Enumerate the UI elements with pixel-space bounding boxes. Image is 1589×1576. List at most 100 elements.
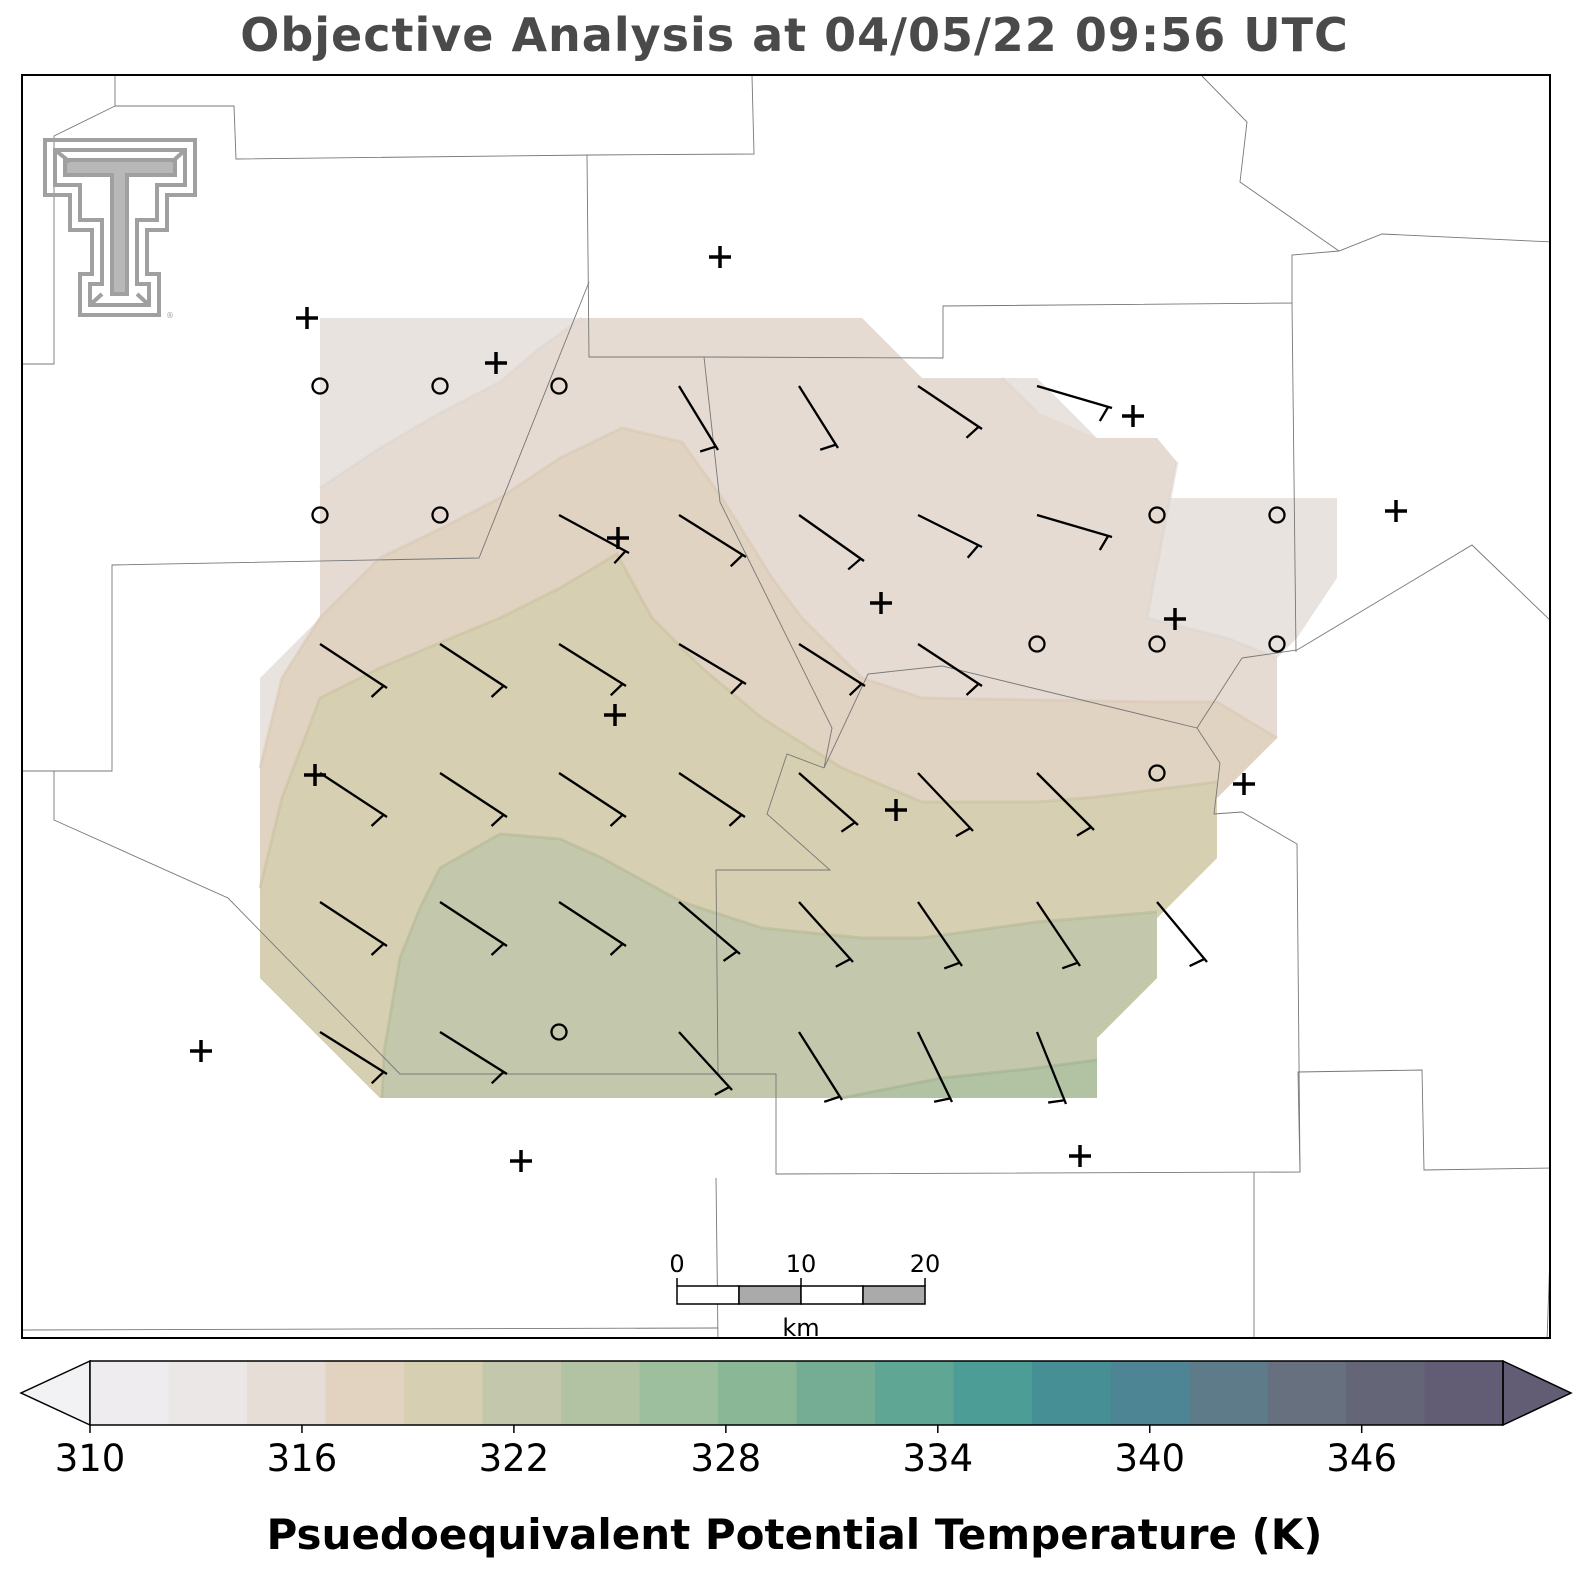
wind-barb bbox=[798, 1031, 843, 1103]
wind-barb bbox=[558, 772, 627, 827]
colorbar-cell bbox=[247, 1361, 326, 1425]
colorbar-cell bbox=[953, 1361, 1033, 1425]
colorbar-cell bbox=[90, 1361, 169, 1425]
missing-data-station bbox=[870, 592, 892, 614]
scale-label-20: 20 bbox=[910, 1250, 941, 1278]
wind-barb bbox=[678, 772, 746, 827]
wind-barb bbox=[439, 1031, 508, 1085]
missing-data-station bbox=[885, 799, 907, 821]
map-canvas: ® 0 10 20 km bbox=[23, 76, 1549, 1337]
wind-barb bbox=[1036, 901, 1081, 970]
wind-barb bbox=[678, 901, 741, 962]
colorbar-tick-label: 334 bbox=[902, 1437, 974, 1480]
theta-e-band-320 bbox=[382, 834, 1157, 1098]
texas-tech-double-t-logo: ® bbox=[43, 138, 197, 320]
wind-barb bbox=[439, 901, 508, 956]
missing-data-station bbox=[510, 1150, 532, 1172]
calm-wind-station bbox=[1148, 506, 1166, 524]
scale-bar-segment bbox=[676, 1285, 740, 1305]
missing-data-station bbox=[1164, 608, 1186, 630]
calm-wind-station bbox=[1268, 635, 1286, 653]
colorbar-cell bbox=[796, 1361, 876, 1425]
wind-barb bbox=[1036, 513, 1113, 551]
calm-wind-station bbox=[1028, 635, 1046, 653]
wind-barb bbox=[798, 514, 865, 571]
theta-e-contour-lines bbox=[258, 316, 1278, 1100]
colorbar-cell bbox=[718, 1361, 797, 1425]
colorbar-cell bbox=[1267, 1361, 1347, 1425]
colorbar-tick-label: 310 bbox=[54, 1437, 126, 1480]
wind-barb bbox=[917, 643, 983, 696]
wind-barb bbox=[1036, 384, 1113, 422]
scale-label-0: 0 bbox=[669, 1250, 684, 1278]
colorbar-under-arrow bbox=[19, 1359, 91, 1427]
colorbar-cells bbox=[19, 1359, 1573, 1433]
calm-wind-station bbox=[311, 377, 329, 395]
colorbar-cell bbox=[325, 1361, 405, 1425]
missing-data-station bbox=[485, 352, 507, 374]
missing-data-station bbox=[1385, 500, 1407, 522]
wind-barb bbox=[558, 643, 627, 697]
colorbar-tick-label: 316 bbox=[266, 1437, 338, 1480]
colorbar bbox=[19, 1359, 1573, 1433]
colorbar-cell bbox=[482, 1361, 562, 1425]
missing-data-station bbox=[1233, 773, 1255, 795]
calm-wind-station bbox=[431, 506, 449, 524]
wind-barb bbox=[439, 772, 508, 827]
scale-bar-segment bbox=[862, 1285, 926, 1305]
colorbar-cell bbox=[168, 1361, 248, 1425]
scale-bar-segment bbox=[738, 1285, 802, 1305]
colorbar-cell bbox=[1346, 1361, 1425, 1425]
wind-barb bbox=[678, 514, 747, 568]
calm-wind-station bbox=[1148, 764, 1166, 782]
wind-barb bbox=[798, 772, 859, 833]
wind-barb bbox=[678, 385, 719, 453]
colorbar-over-arrow bbox=[1502, 1359, 1573, 1427]
calm-wind-station bbox=[431, 377, 449, 395]
wind-barb bbox=[1036, 772, 1095, 837]
wind-barb bbox=[798, 385, 839, 451]
wind-barb bbox=[917, 772, 974, 838]
missing-data-station bbox=[709, 246, 731, 268]
calm-wind-station bbox=[550, 1023, 568, 1041]
calm-wind-station bbox=[1148, 635, 1166, 653]
page-title: Objective Analysis at 04/05/22 09:56 UTC bbox=[240, 8, 1349, 62]
calm-wind-station bbox=[550, 377, 568, 395]
wind-barb bbox=[1035, 1031, 1068, 1105]
colorbar-tick-label: 340 bbox=[1114, 1437, 1186, 1480]
colorbar-cell bbox=[1424, 1361, 1504, 1425]
wind-barb bbox=[319, 1031, 388, 1085]
svg-text:®: ® bbox=[166, 311, 174, 320]
colorbar-label: Psuedoequivalent Potential Temperature (… bbox=[266, 1510, 1323, 1559]
wind-barb bbox=[1156, 901, 1208, 968]
scale-label-10: 10 bbox=[786, 1250, 817, 1278]
missing-data-station bbox=[296, 307, 318, 329]
wind-barb bbox=[319, 901, 388, 956]
calm-wind-station bbox=[1268, 506, 1286, 524]
wind-barb bbox=[558, 513, 630, 565]
wind-barb bbox=[439, 643, 508, 698]
wind-barb bbox=[678, 1031, 733, 1096]
colorbar-cell bbox=[1110, 1361, 1190, 1425]
colorbar-cell bbox=[639, 1361, 719, 1425]
calm-wind-station bbox=[311, 506, 329, 524]
map-frame: ® 0 10 20 km bbox=[21, 74, 1551, 1339]
wind-barb bbox=[678, 643, 747, 695]
theta-e-filled-contours bbox=[260, 318, 1337, 1098]
wind-barb bbox=[319, 643, 388, 698]
colorbar-outline bbox=[89, 1360, 1504, 1426]
missing-data-station bbox=[190, 1040, 212, 1062]
county-boundaries bbox=[23, 76, 1549, 1337]
missing-data-station bbox=[604, 704, 626, 726]
colorbar-tick-label: 346 bbox=[1326, 1437, 1397, 1480]
colorbar-tick-label: 328 bbox=[690, 1437, 762, 1480]
colorbar-cell bbox=[1189, 1361, 1268, 1425]
missing-data-station bbox=[1069, 1145, 1091, 1167]
wind-barb bbox=[916, 1031, 954, 1103]
wind-barb bbox=[798, 643, 866, 697]
missing-data-station bbox=[607, 527, 629, 549]
scale-bar: 0 10 20 km bbox=[669, 1250, 941, 1337]
wind-barb bbox=[319, 772, 388, 827]
scale-bar-segment bbox=[800, 1285, 864, 1305]
wind-barb bbox=[558, 901, 627, 956]
